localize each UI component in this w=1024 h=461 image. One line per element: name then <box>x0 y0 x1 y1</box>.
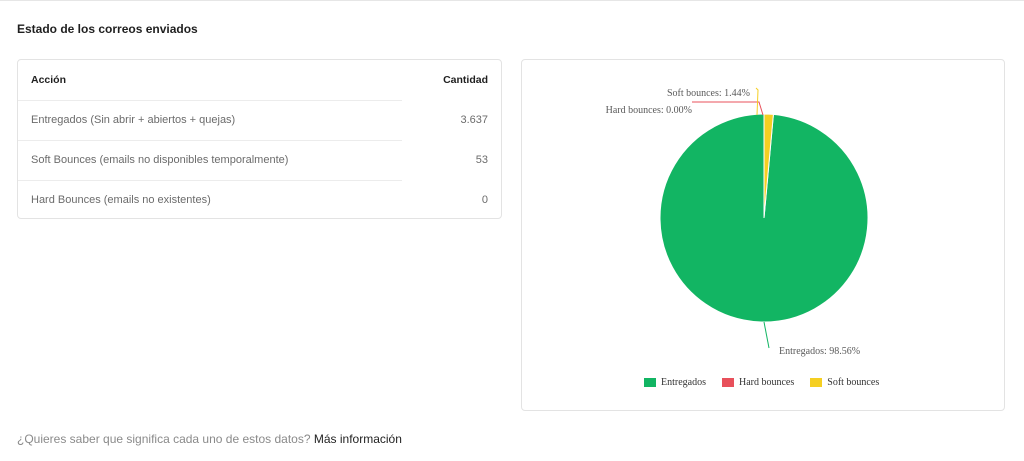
pie-slice-soft-bounces[interactable] <box>763 113 774 219</box>
legend-swatch <box>810 378 823 387</box>
legend-label: Soft bounces <box>827 377 880 388</box>
row-divider <box>18 140 402 141</box>
section-title: Estado de los correos enviados <box>17 22 198 36</box>
pie-chart-card: Entregados: 98.56% Hard bounces: 0.00% Sof… <box>521 59 1005 411</box>
footer-question: ¿Quieres saber que significa cada uno de… <box>17 432 311 446</box>
row-value: 0 <box>481 194 488 206</box>
header-accion: Acción <box>31 74 67 86</box>
legend-item-hard-bounces[interactable]: Hard bounces <box>722 377 794 388</box>
legend-item-soft-bounces[interactable]: Soft bounces <box>810 377 879 388</box>
leader-line-entregados <box>763 321 770 349</box>
row-value: 53 <box>475 154 488 166</box>
more-info-link[interactable]: Más información <box>313 432 402 446</box>
row-label: Entregados (Sin abrir + abiertos + queja… <box>31 114 236 126</box>
footer-help-text: ¿Quieres saber que significa cada uno de… <box>17 432 402 446</box>
table-row: Entregados (Sin abrir + abiertos + queja… <box>18 100 501 140</box>
row-label: Hard Bounces (emails no existentes) <box>31 194 211 206</box>
slice-label-hard-bounces: Hard bounces: 0.00% <box>606 105 692 116</box>
slice-label-entregados: Entregados: 98.56% <box>779 346 860 357</box>
table-header-row: Acción Cantidad <box>18 60 501 100</box>
slice-label-soft-bounces: Soft bounces: 1.44% <box>667 88 750 99</box>
legend-swatch <box>722 378 734 387</box>
legend-swatch <box>644 378 656 387</box>
top-divider <box>0 0 1024 1</box>
chart-legend: Entregados Hard bounces Soft bounces <box>644 377 879 388</box>
row-label: Soft Bounces (emails no disponibles temp… <box>31 154 289 166</box>
row-divider <box>18 100 402 101</box>
legend-item-entregados[interactable]: Entregados <box>644 377 706 388</box>
table-row: Hard Bounces (emails no existentes) 0 <box>18 180 501 220</box>
legend-label: Hard bounces <box>739 377 795 388</box>
row-value: 3.637 <box>460 114 488 126</box>
table-row: Soft Bounces (emails no disponibles temp… <box>18 140 501 180</box>
leader-line-hard-bounces <box>692 101 764 116</box>
leader-line-soft-bounces <box>755 87 759 116</box>
legend-label: Entregados <box>661 377 706 388</box>
header-cantidad: Cantidad <box>443 74 488 86</box>
row-divider <box>18 180 402 181</box>
pie-chart: Entregados: 98.56% Hard bounces: 0.00% Sof… <box>606 87 869 357</box>
status-table: Acción Cantidad Entregados (Sin abrir + … <box>17 59 502 219</box>
